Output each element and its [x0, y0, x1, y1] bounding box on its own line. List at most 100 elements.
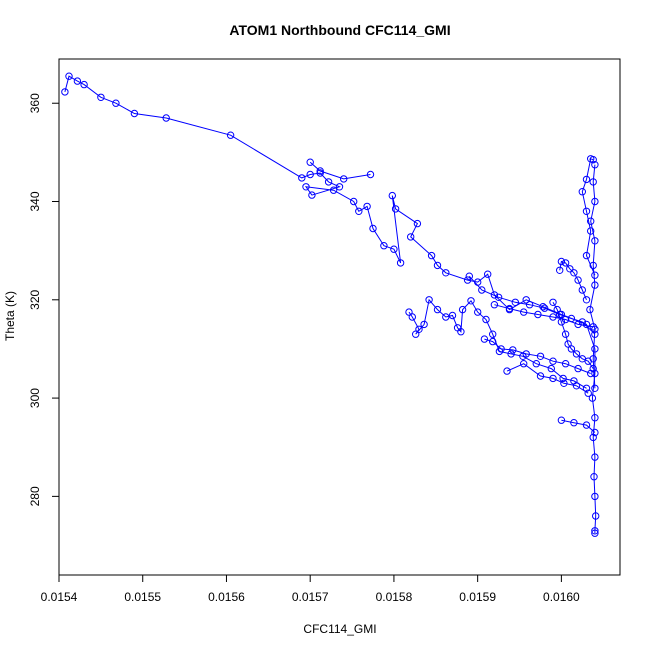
data-point [591, 161, 599, 169]
data-point [589, 323, 597, 331]
data-point [61, 88, 69, 96]
data-point [425, 296, 433, 304]
data-point [497, 345, 505, 353]
data-point [306, 158, 314, 166]
data-point [532, 360, 540, 368]
data-point [553, 305, 561, 314]
data-point [298, 174, 306, 182]
data-point [584, 389, 592, 397]
y-axis: 280 300 320 340 360 [28, 93, 60, 506]
series-line [589, 164, 596, 389]
data-point [511, 298, 519, 306]
data-point [363, 202, 371, 211]
data-point [547, 364, 555, 373]
series-line [506, 363, 589, 394]
y-tick-label: 340 [28, 191, 42, 211]
data-point [507, 350, 515, 358]
data-point [549, 298, 557, 306]
data-point [582, 421, 591, 429]
data-point [522, 350, 530, 358]
data-point [591, 237, 599, 245]
series-layer [61, 72, 600, 537]
data-point [490, 291, 499, 299]
data-point [591, 330, 599, 338]
data-point [561, 315, 570, 324]
data-point [316, 169, 324, 177]
data-point [591, 384, 599, 392]
data-point [591, 527, 599, 535]
data-point [587, 217, 595, 225]
data-point [480, 335, 489, 343]
data-point [549, 357, 557, 365]
data-point [388, 191, 396, 200]
data-point [587, 155, 595, 163]
data-point [582, 207, 591, 216]
data-point [505, 304, 514, 313]
data-point [561, 330, 570, 338]
data-point [574, 276, 582, 284]
data-point [591, 453, 599, 461]
data-point [570, 269, 578, 277]
data-point [329, 186, 338, 194]
data-point [407, 233, 415, 241]
series-line [408, 298, 587, 389]
data-point [503, 367, 511, 375]
data-point [561, 360, 570, 368]
data-point [458, 305, 467, 314]
data-point [308, 191, 316, 199]
data-point [582, 175, 591, 184]
data-point [557, 416, 566, 424]
data-point [536, 352, 545, 360]
data-point [570, 419, 578, 427]
data-point [465, 272, 473, 280]
data-point [457, 328, 465, 336]
data-point [467, 297, 475, 305]
data-point [442, 269, 450, 277]
data-point [413, 219, 422, 228]
data-point [590, 473, 598, 481]
data-point [494, 293, 503, 301]
data-point [589, 178, 597, 186]
data-point [335, 183, 344, 191]
series-line [484, 338, 591, 374]
data-point [433, 261, 442, 270]
data-point [520, 360, 528, 368]
chart-title: ATOM1 Northbound CFC114_GMI [229, 22, 450, 38]
x-tick-label: 0.0157 [292, 590, 329, 604]
data-point [415, 325, 423, 333]
data-point [591, 345, 599, 353]
data-point [130, 109, 139, 118]
data-point [302, 183, 310, 191]
data-point [478, 286, 486, 294]
data-point [474, 308, 482, 316]
data-point [561, 259, 570, 267]
data-point [442, 313, 450, 321]
data-point [589, 261, 597, 270]
data-point [509, 346, 517, 354]
data-point [559, 374, 567, 383]
data-point [592, 512, 600, 520]
data-point [578, 188, 586, 196]
data-point [584, 357, 592, 365]
data-point [408, 313, 416, 321]
y-tick-label: 320 [28, 289, 42, 309]
data-point [324, 178, 333, 186]
data-point [65, 72, 73, 80]
data-point [316, 167, 324, 175]
x-tick-label: 0.0154 [41, 590, 78, 604]
x-tick-label: 0.0159 [459, 590, 496, 604]
data-point [369, 224, 377, 233]
x-tick-label: 0.0155 [124, 590, 161, 604]
data-point [380, 242, 388, 250]
data-point [586, 305, 594, 314]
y-axis-label: Theta (K) [3, 291, 17, 341]
data-point [549, 374, 557, 383]
data-point [536, 372, 545, 380]
data-point [520, 308, 528, 316]
data-point [588, 394, 597, 402]
data-point [73, 77, 82, 85]
series-line [64, 75, 597, 534]
x-tick-label: 0.0156 [208, 590, 245, 604]
data-point [557, 257, 566, 266]
data-point [534, 310, 542, 319]
